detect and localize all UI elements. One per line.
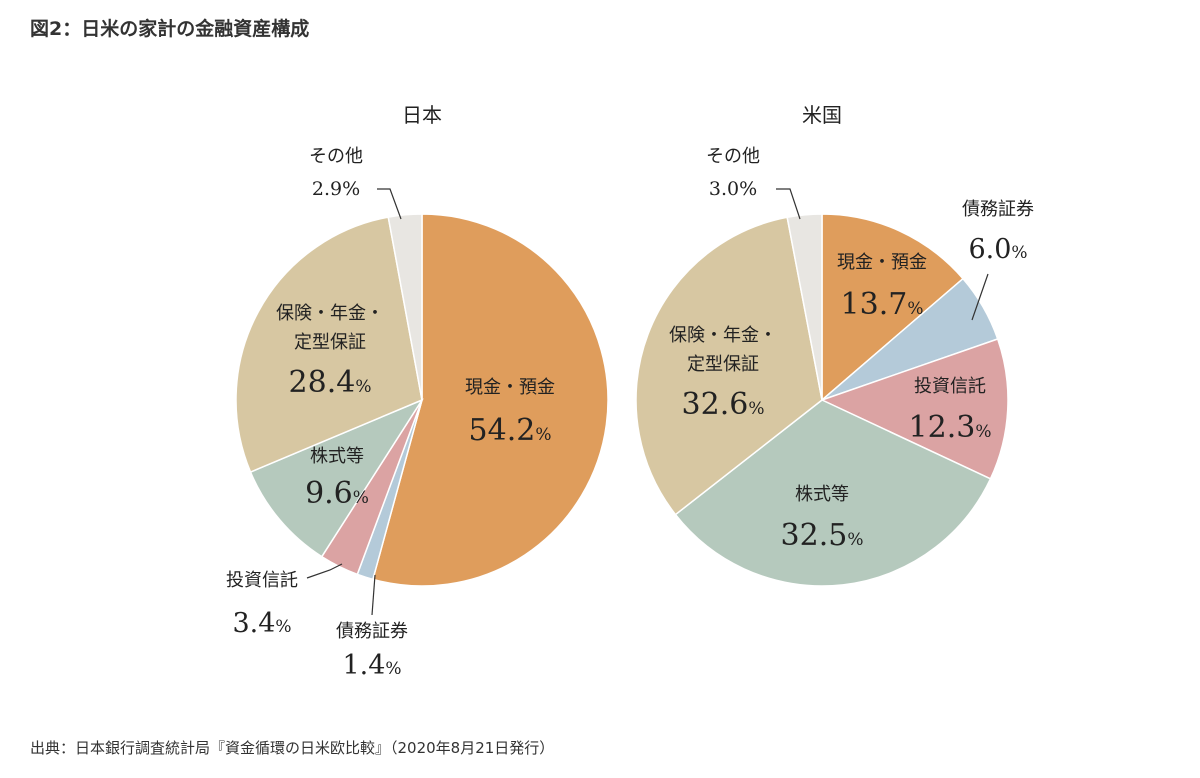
slice-label-cash: 現金・預金 13.7% — [837, 252, 927, 322]
slice-label-bonds: 債務証券 1.4% — [336, 574, 408, 681]
slice-name: その他 — [309, 146, 363, 167]
slice-name: 債務証券 — [962, 199, 1034, 220]
slice-value: 32.5% — [781, 518, 864, 553]
slice-label-other: その他 2.9% — [309, 146, 402, 220]
slice-name: その他 — [706, 146, 760, 167]
slice-name: 株式等 — [310, 446, 364, 467]
pie-slice-insurance — [235, 216, 423, 474]
slice-name-line2: 定型保証 — [294, 332, 366, 353]
slice-value: 32.6% — [682, 387, 765, 422]
slice-value: 3.0% — [709, 178, 757, 200]
leader-line — [377, 188, 402, 220]
slice-name-line2: 定型保証 — [687, 354, 759, 375]
slice-value: 2.9% — [312, 178, 360, 200]
figure-title: 図2：日米の家計の金融資産構成 — [30, 18, 310, 40]
slice-value: 54.2% — [469, 413, 552, 448]
pie-slice-other — [786, 213, 823, 401]
slice-name: 現金・預金 — [837, 252, 927, 273]
pie-title: 日本 — [402, 103, 442, 127]
source-note: 出典：日本銀行調査統計局『資金循環の日米欧比較』（2020年8月21日発行） — [30, 739, 555, 757]
slice-label-insurance: 保険・年金・定型保証 32.6% — [669, 325, 777, 422]
pie-slice-cash — [821, 213, 965, 402]
slice-name: 現金・預金 — [465, 377, 555, 398]
slice-value: 3.4% — [232, 608, 291, 639]
slice-value: 9.6% — [305, 476, 369, 511]
pie-slice-stocks — [674, 399, 992, 587]
leader-line — [971, 273, 989, 321]
slice-value: 13.7% — [841, 287, 924, 322]
leader-line — [776, 188, 801, 220]
leader-line — [371, 574, 376, 616]
slice-label-stocks: 株式等 9.6% — [305, 446, 369, 511]
slice-label-trusts: 投資信託 3.4% — [226, 563, 343, 639]
pie-slice-insurance — [635, 216, 823, 516]
pie-slice-stocks — [249, 398, 424, 558]
slice-label-stocks: 株式等 32.5% — [781, 484, 864, 553]
slice-value: 12.3% — [909, 410, 992, 445]
slice-label-trusts: 投資信託 12.3% — [909, 376, 992, 445]
slice-name: 投資信託 — [914, 376, 986, 397]
leader-line — [306, 563, 343, 579]
slice-value: 1.4% — [342, 650, 401, 681]
slice-name: 保険・年金・ — [276, 303, 384, 324]
slice-label-bonds: 債務証券 6.0% — [962, 199, 1034, 321]
pie-slice-cash — [371, 213, 609, 587]
slice-label-other: その他 3.0% — [706, 146, 801, 220]
pie-slice-other — [387, 213, 423, 401]
pie-title: 米国 — [802, 103, 842, 127]
slice-value: 6.0% — [968, 234, 1027, 265]
slice-label-insurance: 保険・年金・定型保証 28.4% — [276, 303, 384, 400]
slice-name: 保険・年金・ — [669, 325, 777, 346]
slice-name: 債務証券 — [336, 621, 408, 642]
slice-name: 投資信託 — [226, 570, 298, 591]
pie-slice-trusts — [820, 338, 1009, 480]
slice-name: 株式等 — [795, 484, 849, 505]
slice-value: 28.4% — [289, 365, 372, 400]
slice-label-cash: 現金・預金 54.2% — [465, 377, 555, 448]
